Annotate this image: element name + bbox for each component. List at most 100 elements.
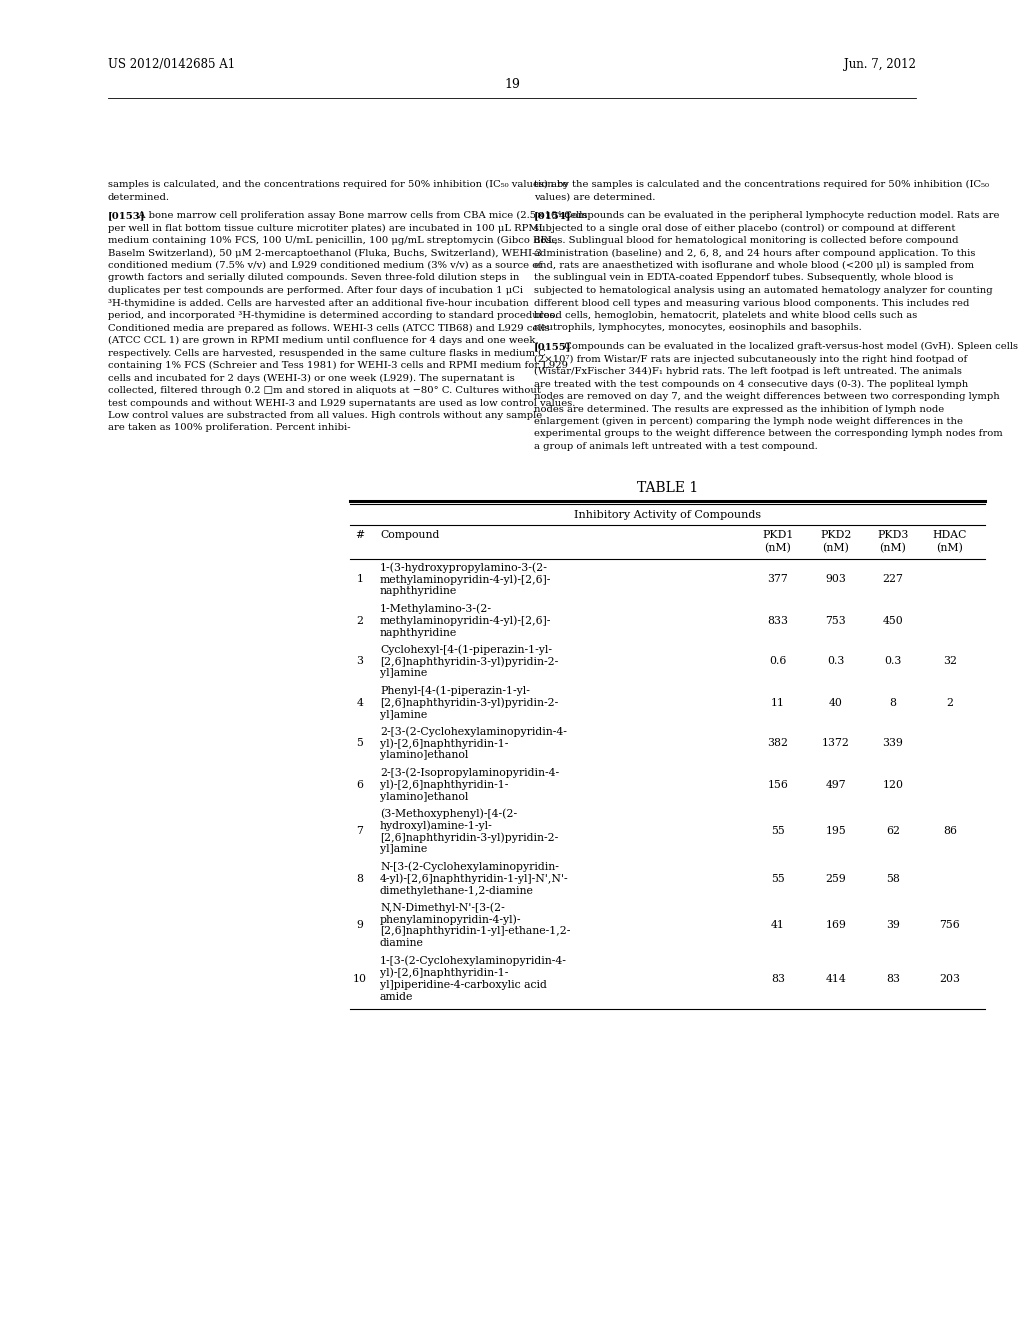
Text: 0.3: 0.3: [827, 656, 845, 667]
Text: subjected to a single oral dose of either placebo (control) or compound at diffe: subjected to a single oral dose of eithe…: [534, 223, 955, 232]
Text: yl)-[2,6]naphthyridin-1-: yl)-[2,6]naphthyridin-1-: [380, 968, 508, 978]
Text: yl]piperidine-4-carboxylic acid: yl]piperidine-4-carboxylic acid: [380, 979, 547, 990]
Text: PKD3: PKD3: [878, 531, 908, 540]
Text: values) are determined.: values) are determined.: [534, 193, 655, 202]
Text: yl]amine: yl]amine: [380, 710, 427, 719]
Text: conditioned medium (7.5% v/v) and L929 conditioned medium (3% v/v) as a source o: conditioned medium (7.5% v/v) and L929 c…: [108, 261, 542, 271]
Text: 2-[3-(2-Cyclohexylaminopyridin-4-: 2-[3-(2-Cyclohexylaminopyridin-4-: [380, 726, 567, 737]
Text: yl]amine: yl]amine: [380, 668, 427, 678]
Text: 8: 8: [890, 697, 896, 708]
Text: period, and incorporated ³H-thymidine is determined according to standard proced: period, and incorporated ³H-thymidine is…: [108, 312, 558, 319]
Text: [2,6]naphthyridin-3-yl)pyridin-2-: [2,6]naphthyridin-3-yl)pyridin-2-: [380, 833, 558, 843]
Text: 11: 11: [771, 697, 785, 708]
Text: methylaminopyridin-4-yl)-[2,6]-: methylaminopyridin-4-yl)-[2,6]-: [380, 574, 551, 585]
Text: end, rats are anaesthetized with isoflurane and whole blood (<200 μl) is sampled: end, rats are anaesthetized with isoflur…: [534, 261, 974, 271]
Text: 39: 39: [886, 920, 900, 931]
Text: 195: 195: [825, 826, 847, 837]
Text: [0155]: [0155]: [534, 342, 571, 351]
Text: 4-yl)-[2,6]naphthyridin-1-yl]-N',N'-: 4-yl)-[2,6]naphthyridin-1-yl]-N',N'-: [380, 874, 568, 884]
Text: 756: 756: [940, 920, 961, 931]
Text: A bone marrow cell proliferation assay Bone marrow cells from CBA mice (2.5×10⁴ : A bone marrow cell proliferation assay B…: [132, 211, 588, 220]
Text: 62: 62: [886, 826, 900, 837]
Text: Conditioned media are prepared as follows. WEHI-3 cells (ATCC TIB68) and L929 ce: Conditioned media are prepared as follow…: [108, 323, 550, 333]
Text: 1: 1: [356, 574, 364, 585]
Text: 203: 203: [939, 974, 961, 983]
Text: naphthyridine: naphthyridine: [380, 627, 458, 638]
Text: collected, filtered through 0.2 □m and stored in aliquots at −80° C. Cultures wi: collected, filtered through 0.2 □m and s…: [108, 385, 541, 395]
Text: 1-[3-(2-Cyclohexylaminopyridin-4-: 1-[3-(2-Cyclohexylaminopyridin-4-: [380, 956, 567, 966]
Text: (nM): (nM): [880, 543, 906, 553]
Text: the sublingual vein in EDTA-coated Eppendorf tubes. Subsequently, whole blood is: the sublingual vein in EDTA-coated Eppen…: [534, 273, 953, 282]
Text: containing 1% FCS (Schreier and Tess 1981) for WEHI-3 cells and RPMI medium for : containing 1% FCS (Schreier and Tess 198…: [108, 360, 568, 370]
Text: test compounds and without WEHI-3 and L929 supernatants are used as low control : test compounds and without WEHI-3 and L9…: [108, 399, 575, 408]
Text: yl)-[2,6]naphthyridin-1-: yl)-[2,6]naphthyridin-1-: [380, 738, 508, 748]
Text: 55: 55: [771, 826, 784, 837]
Text: samples is calculated, and the concentrations required for 50% inhibition (IC₅₀ : samples is calculated, and the concentra…: [108, 180, 568, 189]
Text: TABLE 1: TABLE 1: [637, 480, 698, 495]
Text: phenylaminopyridin-4-yl)-: phenylaminopyridin-4-yl)-: [380, 915, 521, 925]
Text: 2: 2: [946, 697, 953, 708]
Text: 2: 2: [356, 615, 364, 626]
Text: ylamino]ethanol: ylamino]ethanol: [380, 792, 468, 801]
Text: ylamino]ethanol: ylamino]ethanol: [380, 751, 468, 760]
Text: 450: 450: [883, 615, 903, 626]
Text: a group of animals left untreated with a test compound.: a group of animals left untreated with a…: [534, 442, 818, 451]
Text: [0154]: [0154]: [534, 211, 571, 220]
Text: (nM): (nM): [937, 543, 964, 553]
Text: 169: 169: [825, 920, 847, 931]
Text: 41: 41: [771, 920, 785, 931]
Text: cells and incubated for 2 days (WEHI-3) or one week (L929). The supernatant is: cells and incubated for 2 days (WEHI-3) …: [108, 374, 515, 383]
Text: 83: 83: [771, 974, 785, 983]
Text: ³H-thymidine is added. Cells are harvested after an additional five-hour incubat: ³H-thymidine is added. Cells are harvest…: [108, 298, 528, 308]
Text: Compounds can be evaluated in the localized graft-versus-host model (GvH). Splee: Compounds can be evaluated in the locali…: [558, 342, 1018, 351]
Text: yl]amine: yl]amine: [380, 845, 427, 854]
Text: (3-Methoxyphenyl)-[4-(2-: (3-Methoxyphenyl)-[4-(2-: [380, 808, 517, 820]
Text: Compound: Compound: [380, 531, 439, 540]
Text: per well in flat bottom tissue culture microtiter plates) are incubated in 100 μ: per well in flat bottom tissue culture m…: [108, 223, 543, 232]
Text: Phenyl-[4-(1-piperazin-1-yl-: Phenyl-[4-(1-piperazin-1-yl-: [380, 685, 529, 696]
Text: 9: 9: [356, 920, 364, 931]
Text: 3: 3: [356, 656, 364, 667]
Text: Compounds can be evaluated in the peripheral lymphocyte reduction model. Rats ar: Compounds can be evaluated in the periph…: [558, 211, 999, 220]
Text: 414: 414: [825, 974, 847, 983]
Text: 903: 903: [825, 574, 847, 585]
Text: PKD2: PKD2: [820, 531, 852, 540]
Text: neutrophils, lymphocytes, monocytes, eosinophils and basophils.: neutrophils, lymphocytes, monocytes, eos…: [534, 323, 862, 333]
Text: methylaminopyridin-4-yl)-[2,6]-: methylaminopyridin-4-yl)-[2,6]-: [380, 615, 551, 626]
Text: Inhibitory Activity of Compounds: Inhibitory Activity of Compounds: [573, 510, 761, 520]
Text: Low control values are substracted from all values. High controls without any sa: Low control values are substracted from …: [108, 411, 543, 420]
Text: 156: 156: [768, 780, 788, 789]
Text: US 2012/0142685 A1: US 2012/0142685 A1: [108, 58, 236, 71]
Text: 377: 377: [768, 574, 788, 585]
Text: PKD1: PKD1: [762, 531, 794, 540]
Text: 40: 40: [829, 697, 843, 708]
Text: [2,6]naphthyridin-3-yl)pyridin-2-: [2,6]naphthyridin-3-yl)pyridin-2-: [380, 656, 558, 667]
Text: 86: 86: [943, 826, 957, 837]
Text: amide: amide: [380, 991, 414, 1002]
Text: 0.3: 0.3: [885, 656, 902, 667]
Text: administration (baseline) and 2, 6, 8, and 24 hours after compound application. : administration (baseline) and 2, 6, 8, a…: [534, 248, 976, 257]
Text: 83: 83: [886, 974, 900, 983]
Text: enlargement (given in percent) comparing the lymph node weight differences in th: enlargement (given in percent) comparing…: [534, 417, 963, 426]
Text: medium containing 10% FCS, 100 U/mL penicillin, 100 μg/mL streptomycin (Gibco BR: medium containing 10% FCS, 100 U/mL peni…: [108, 236, 558, 246]
Text: 4: 4: [356, 697, 364, 708]
Text: 6: 6: [356, 780, 364, 789]
Text: 259: 259: [825, 874, 847, 883]
Text: N,N-Dimethyl-N'-[3-(2-: N,N-Dimethyl-N'-[3-(2-: [380, 903, 505, 913]
Text: (nM): (nM): [765, 543, 792, 553]
Text: determined.: determined.: [108, 193, 170, 202]
Text: 1-Methylamino-3-(2-: 1-Methylamino-3-(2-: [380, 603, 492, 614]
Text: [2,6]naphthyridin-3-yl)pyridin-2-: [2,6]naphthyridin-3-yl)pyridin-2-: [380, 697, 558, 708]
Text: hydroxyl)amine-1-yl-: hydroxyl)amine-1-yl-: [380, 821, 493, 832]
Text: nodes are determined. The results are expressed as the inhibition of lymph node: nodes are determined. The results are ex…: [534, 404, 944, 413]
Text: 10: 10: [353, 974, 367, 983]
Text: duplicates per test compounds are performed. After four days of incubation 1 μCi: duplicates per test compounds are perfor…: [108, 286, 523, 294]
Text: 2-[3-(2-Isopropylaminopyridin-4-: 2-[3-(2-Isopropylaminopyridin-4-: [380, 767, 559, 777]
Text: #: #: [355, 531, 365, 540]
Text: (2×10⁷) from Wistar/F rats are injected subcutaneously into the right hind footp: (2×10⁷) from Wistar/F rats are injected …: [534, 355, 968, 363]
Text: blood cells, hemoglobin, hematocrit, platelets and white blood cells such as: blood cells, hemoglobin, hematocrit, pla…: [534, 312, 918, 319]
Text: Cyclohexyl-[4-(1-piperazin-1-yl-: Cyclohexyl-[4-(1-piperazin-1-yl-: [380, 644, 552, 655]
Text: are taken as 100% proliferation. Percent inhibi-: are taken as 100% proliferation. Percent…: [108, 424, 350, 433]
Text: 1372: 1372: [822, 738, 850, 748]
Text: experimental groups to the weight difference between the corresponding lymph nod: experimental groups to the weight differ…: [534, 429, 1002, 438]
